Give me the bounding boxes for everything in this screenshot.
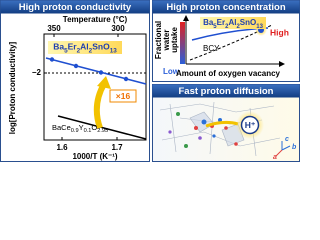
graphical-abstract: High proton conductivity Temperature (°C… <box>0 0 300 162</box>
series-label: BaCe0.9Y0.1O2.95 <box>52 123 108 135</box>
x-tick-label: 1.6 <box>56 143 68 152</box>
axis-arrow <box>275 149 283 157</box>
panel-title: High proton concentration <box>166 2 285 13</box>
high-label: High <box>270 27 289 37</box>
y-axis-label-line: water <box>162 30 171 52</box>
label-box <box>200 17 266 29</box>
diffusion-path <box>205 120 239 128</box>
panel-title: High proton conductivity <box>19 2 132 13</box>
top-axis-label: Temperature (°C) <box>63 15 128 24</box>
arrow-head <box>97 76 111 89</box>
axis-label: b <box>292 144 297 151</box>
axis-label: c <box>285 136 289 143</box>
panel-title: Fast proton diffusion <box>179 86 274 97</box>
scale-bar <box>180 22 185 64</box>
panel-frame <box>152 0 300 82</box>
series-label: BCY <box>203 44 220 53</box>
panel-header <box>0 0 150 14</box>
ion-label: H⁺ <box>245 120 256 130</box>
y-axis-label-line: Fractional <box>154 21 163 59</box>
points <box>49 57 129 82</box>
annotation: ×16 <box>116 91 131 101</box>
axis-label: a <box>273 154 277 161</box>
arrow <box>93 82 107 129</box>
atoms <box>168 112 238 148</box>
x-tick-label: 1.7 <box>111 143 123 152</box>
top-tick-label: 300 <box>111 24 125 33</box>
x-axis-label: Amount of oxygen vacancy <box>176 69 281 78</box>
x-axis-label: 1000/T (K⁻¹) <box>72 152 117 161</box>
axes-tripod: a b c <box>273 136 297 161</box>
series-label: Ba5Er2Al2SnO13 <box>53 42 117 55</box>
top-tick-label: 350 <box>47 24 61 33</box>
panel-header <box>152 84 300 98</box>
ion <box>240 115 260 135</box>
page: {"panels":[ {"title":"High proton conduc… <box>0 0 300 162</box>
y-axis-label: log[Proton conductivity] <box>8 41 17 134</box>
y-axis-label: Fractional water uptake <box>154 21 179 59</box>
series-label: Ba5Er2Al2SnO13 <box>203 18 264 29</box>
curve <box>57 115 147 140</box>
y-axis-label-line: uptake <box>170 27 179 53</box>
panel-header <box>152 0 300 14</box>
y-tick-label: −2 <box>32 68 42 77</box>
low-label: Low <box>163 67 180 76</box>
axis-arrow <box>281 145 291 151</box>
label-box <box>48 41 122 54</box>
curve <box>45 57 147 85</box>
annotation-box <box>109 89 137 103</box>
